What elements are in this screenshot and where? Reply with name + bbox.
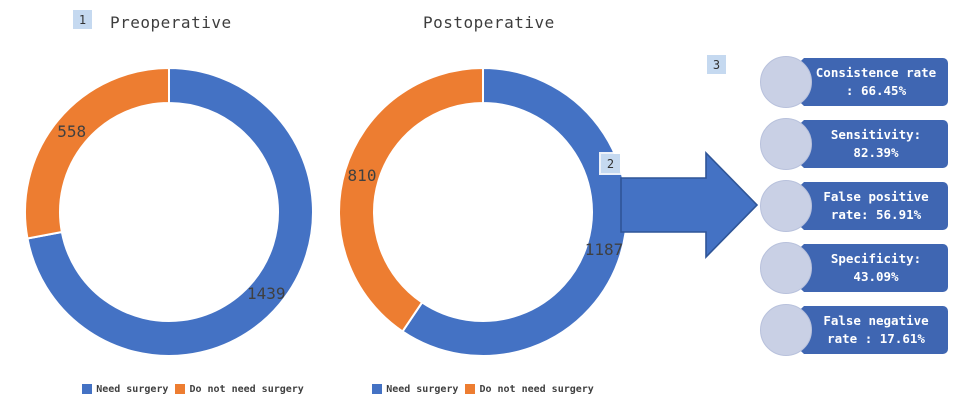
stat-row-sensitivity: Sensitivity: 82.39% [760, 118, 955, 170]
legend-label-do-not-need-surgery: Do not need surgery [189, 383, 304, 395]
slice-value-label: 1439 [247, 284, 286, 303]
stat-line1: False positive [823, 188, 929, 204]
stat-row-false-negative-rate: False negative rate : 17.61% [760, 304, 955, 356]
flow-arrow-icon [620, 151, 759, 259]
stat-line1: Sensitivity: [830, 126, 922, 142]
donut-slice-need-surgery [26, 67, 314, 357]
stat-value: : 66.45% [845, 83, 907, 98]
slice-value-label: 810 [348, 166, 377, 185]
slice-value-label: 1187 [585, 240, 624, 259]
preoperative-chart-title: Preoperative [110, 13, 232, 32]
legend-label-do-not-need-surgery: Do not need surgery [479, 383, 594, 395]
annotation-badge-3: 3 [707, 55, 726, 74]
stat-line1: Consistence rate [815, 64, 937, 80]
slice-value-label: 558 [57, 122, 86, 141]
stat-circle-icon [760, 304, 812, 356]
legend-label-need-surgery: Need surgery [386, 383, 459, 395]
need-surgery-swatch [372, 384, 383, 394]
stat-row-consistence-rate: Consistence rate : 66.45% [760, 56, 955, 108]
annotation-badge-2: 2 [601, 154, 620, 173]
stat-line1: False negative [823, 312, 929, 328]
stats-panel: Consistence rate : 66.45% Sensitivity: 8… [760, 56, 955, 366]
stat-row-false-positive-rate: False positive rate: 56.91% [760, 180, 955, 232]
stat-value: 82.39% [853, 145, 899, 160]
legend-label-need-surgery: Need surgery [96, 383, 169, 395]
stat-circle-icon [760, 118, 812, 170]
need-surgery-swatch [82, 384, 93, 394]
stat-value: 43.09% [853, 269, 899, 284]
preoperative-donut-chart: 1439 558 [24, 67, 314, 357]
stat-value: rate: 56.91% [830, 207, 922, 222]
postoperative-chart-title: Postoperative [423, 13, 555, 32]
annotation-badge-1: 1 [73, 10, 92, 29]
postoperative-donut-chart: 1187 810 [338, 67, 628, 357]
stat-circle-icon [760, 56, 812, 108]
do-not-need-surgery-swatch [465, 384, 476, 394]
postoperative-legend: Need surgery Do not need surgery [372, 381, 594, 397]
stat-row-specificity: Specificity: 43.09% [760, 242, 955, 294]
stat-line1: Specificity: [830, 250, 922, 266]
donut-slice-do-not-need-surgery [24, 67, 170, 240]
stat-value: rate : 17.61% [827, 331, 925, 346]
preoperative-legend: Need surgery Do not need surgery [82, 381, 304, 397]
donut-slice-do-not-need-surgery [338, 67, 484, 333]
stat-circle-icon [760, 180, 812, 232]
do-not-need-surgery-swatch [175, 384, 186, 394]
stat-circle-icon [760, 242, 812, 294]
